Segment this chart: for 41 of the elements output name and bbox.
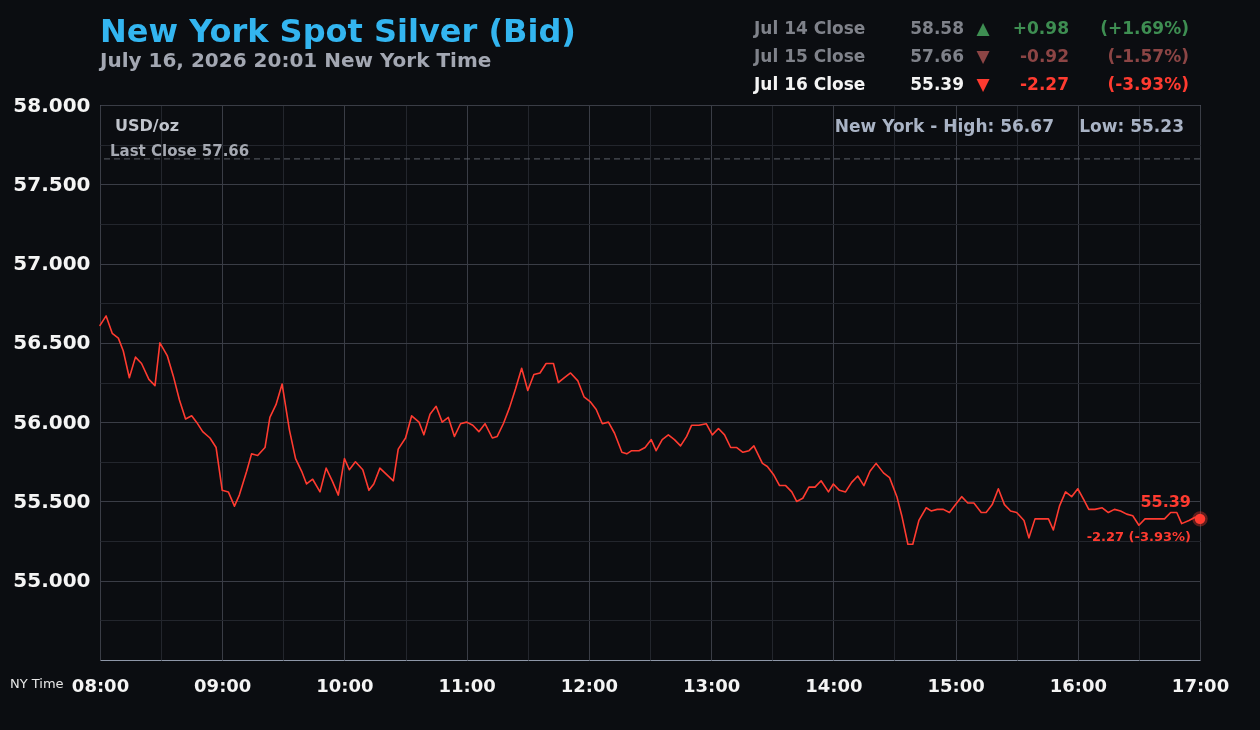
text: -2.27 xyxy=(1020,74,1069,94)
x-tick-label: 15:00 xyxy=(927,674,985,696)
y-tick-label: 57.500 xyxy=(13,171,91,196)
text: ▲ xyxy=(976,18,991,38)
y-axis-title: USD/oz xyxy=(115,116,179,135)
text: (-3.93%) xyxy=(1107,74,1189,94)
x-tick-label: 16:00 xyxy=(1049,674,1107,696)
text: 58.58 xyxy=(910,18,964,38)
annotation: New York - High: 56.67 xyxy=(834,116,1054,136)
text: (-1.57%) xyxy=(1107,46,1189,66)
x-tick-label: 17:00 xyxy=(1171,674,1230,696)
text: Jul 16 Close xyxy=(753,74,866,94)
y-tick-label: 56.000 xyxy=(13,409,91,434)
annotation: -2.27 (-3.93%) xyxy=(1086,528,1191,544)
y-tick-label: 55.500 xyxy=(13,488,91,513)
annotation: Low: 55.23 xyxy=(1079,116,1184,136)
x-tick-label: 12:00 xyxy=(560,674,619,696)
text: 57.66 xyxy=(910,46,964,66)
x-axis-title: NY Time xyxy=(10,676,64,691)
annotation: 55.39 xyxy=(1140,491,1191,511)
y-tick-label: 57.000 xyxy=(13,251,91,276)
ref-line-label: Last Close 57.66 xyxy=(110,141,250,160)
y-tick-label: 56.500 xyxy=(13,330,91,355)
text: +0.98 xyxy=(1012,18,1069,38)
x-tick-label: 14:00 xyxy=(805,674,863,696)
text: ▼ xyxy=(976,46,991,66)
text: ▼ xyxy=(976,74,991,94)
y-tick-label: 55.000 xyxy=(13,568,91,593)
x-tick-label: 09:00 xyxy=(194,674,252,696)
text: Jul 14 Close xyxy=(753,18,866,38)
x-tick-label: 08:00 xyxy=(71,674,130,696)
text: Jul 15 Close xyxy=(753,46,866,66)
text: 55.39 xyxy=(910,74,964,94)
text: -0.92 xyxy=(1020,46,1069,66)
x-tick-label: 10:00 xyxy=(316,674,374,696)
chart-subtitle: July 16, 2026 20:01 New York Time xyxy=(98,48,492,72)
y-tick-label: 58.000 xyxy=(13,92,91,117)
chart-title: New York Spot Silver (Bid) xyxy=(100,12,576,50)
x-tick-label: 13:00 xyxy=(682,674,741,696)
x-tick-label: 11:00 xyxy=(438,674,496,696)
text: (+1.69%) xyxy=(1100,18,1189,38)
